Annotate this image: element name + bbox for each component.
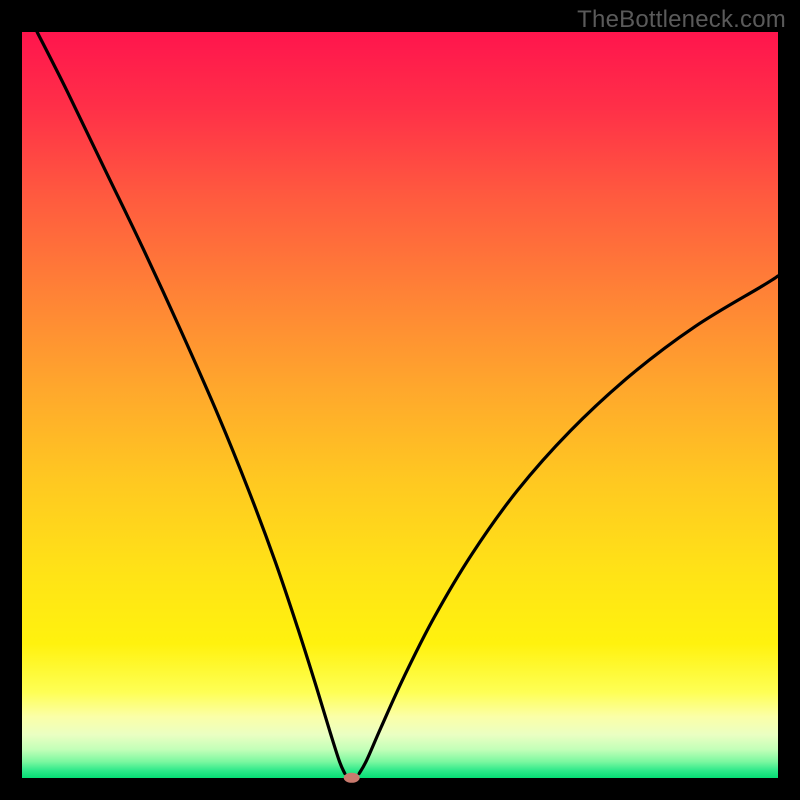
optimal-point-marker [343,773,360,783]
curve-left-branch [37,32,345,774]
plot-area [22,32,778,778]
watermark-text: TheBottleneck.com [577,6,786,34]
bottleneck-curve [22,32,778,778]
curve-right-branch [359,276,778,774]
